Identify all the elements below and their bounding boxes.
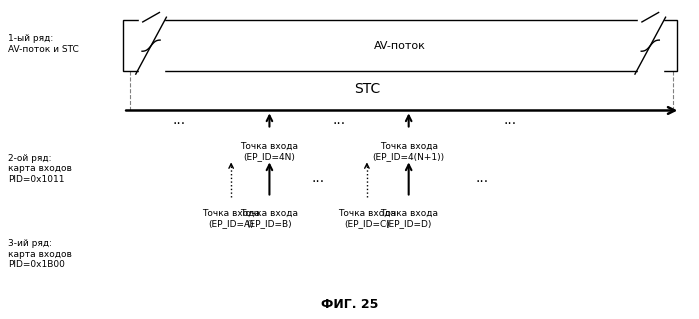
Text: ...: ... xyxy=(173,113,185,127)
Polygon shape xyxy=(138,19,164,72)
Text: Точка входа
(EP_ID=A): Точка входа (EP_ID=A) xyxy=(202,209,260,228)
Text: AV-поток: AV-поток xyxy=(374,41,426,51)
Bar xyxy=(123,20,677,71)
Text: ...: ... xyxy=(312,172,325,185)
Text: 3-ий ряд:
карта входов
PID=0x1B00: 3-ий ряд: карта входов PID=0x1B00 xyxy=(8,240,72,269)
Text: 2-ой ряд:
карта входов
PID=0x1011: 2-ой ряд: карта входов PID=0x1011 xyxy=(8,154,72,184)
Text: Точка входа
(EP_ID=B): Точка входа (EP_ID=B) xyxy=(240,209,298,228)
Text: ...: ... xyxy=(503,113,516,127)
Polygon shape xyxy=(637,19,663,72)
Text: Точка входа
(EP_ID=4(N+1)): Точка входа (EP_ID=4(N+1)) xyxy=(373,142,445,161)
Text: 1-ый ряд:
AV-поток и STC: 1-ый ряд: AV-поток и STC xyxy=(8,34,79,54)
Text: Точка входа
(EP_ID=C): Точка входа (EP_ID=C) xyxy=(338,209,396,228)
Text: ...: ... xyxy=(333,113,345,127)
Text: Точка входа
(EP_ID=4N): Точка входа (EP_ID=4N) xyxy=(240,142,298,161)
Text: ...: ... xyxy=(475,172,489,185)
Text: ФИГ. 25: ФИГ. 25 xyxy=(321,298,378,311)
Text: STC: STC xyxy=(354,82,380,96)
Text: Точка входа
(EP_ID=D): Точка входа (EP_ID=D) xyxy=(380,209,438,228)
